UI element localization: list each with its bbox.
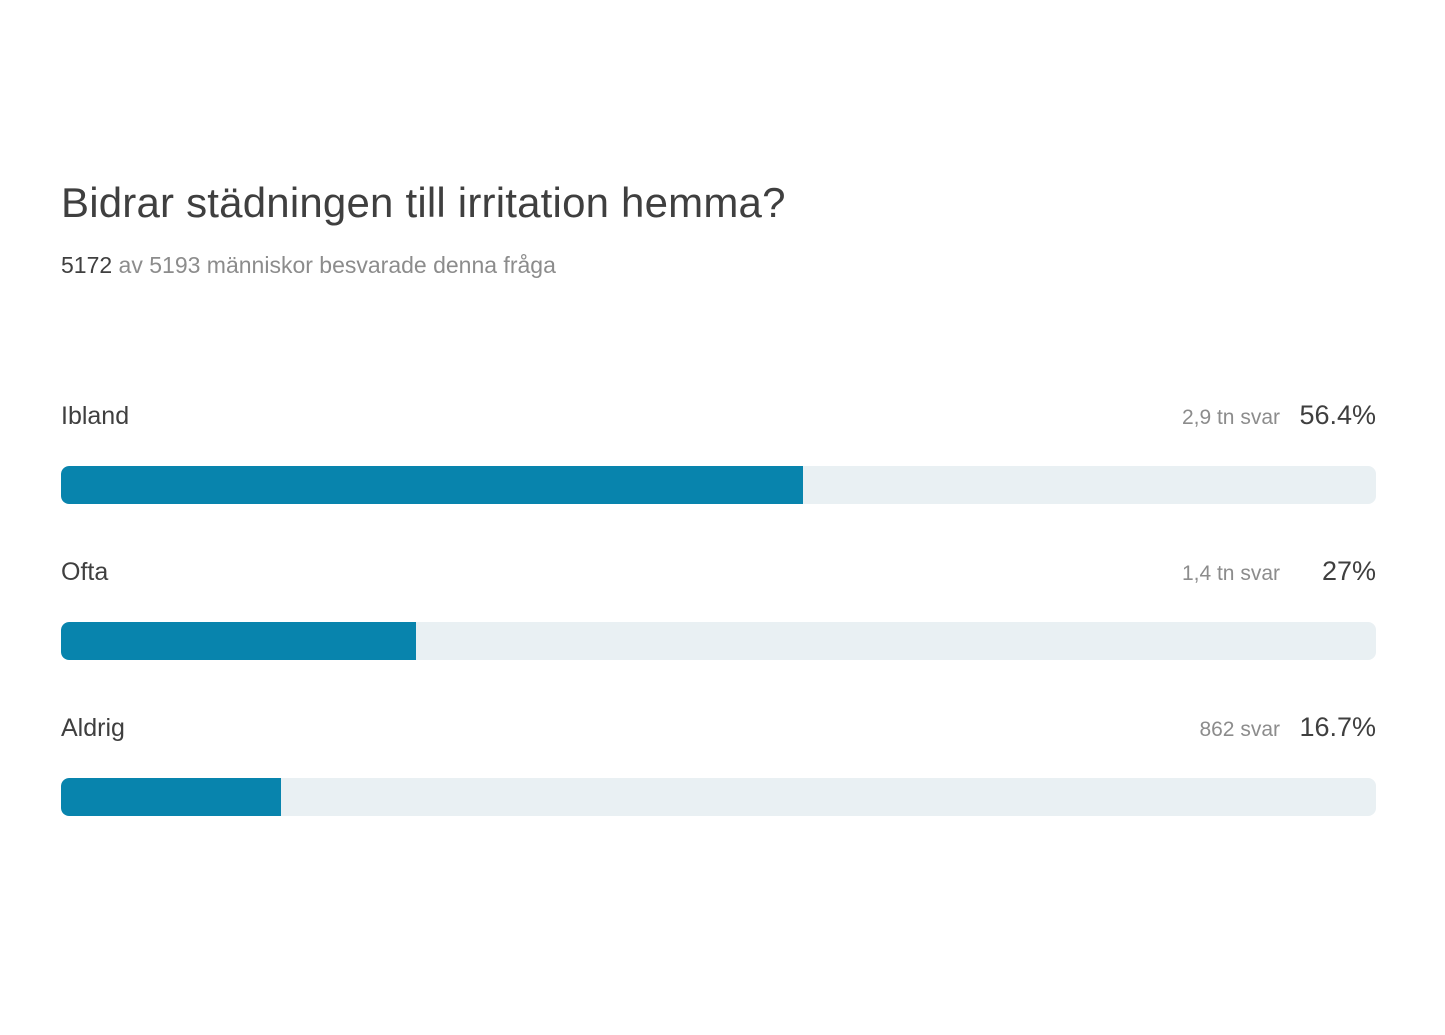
- progress-track: [61, 622, 1376, 661]
- progress-fill: [61, 466, 803, 505]
- response-percent: 56.4%: [1299, 400, 1376, 431]
- response-count: 1,4 tn svar: [1181, 562, 1280, 586]
- response-count: 862 svar: [1199, 718, 1280, 742]
- page-title: Bidrar städningen till irritation hemma?: [61, 179, 786, 226]
- answer-row-ibland: Ibland 2,9 tn svar 56.4%: [61, 398, 1376, 505]
- response-summary: 5172 av 5193 människor besvarade denna f…: [61, 250, 1376, 280]
- progress-track: [61, 778, 1376, 817]
- response-summary-text: av 5193 människor besvarade denna fråga: [112, 252, 556, 279]
- answer-rows: Ibland 2,9 tn svar 56.4% Ofta 1,4 tn sva…: [61, 398, 1376, 817]
- answer-stats: 2,9 tn svar 56.4%: [1182, 400, 1376, 431]
- answer-row-header: Aldrig 862 svar 16.7%: [61, 710, 1376, 746]
- progress-fill: [61, 778, 281, 817]
- progress-fill: [61, 622, 417, 661]
- answer-stats: 862 svar 16.7%: [1199, 712, 1376, 743]
- response-count: 2,9 tn svar: [1181, 406, 1280, 430]
- answer-row-ofta: Ofta 1,4 tn svar 27%: [61, 554, 1376, 661]
- answer-row-header: Ofta 1,4 tn svar 27%: [61, 554, 1376, 590]
- response-percent: 16.7%: [1299, 712, 1376, 743]
- response-percent: 27%: [1321, 556, 1376, 587]
- answer-stats: 1,4 tn svar 27%: [1182, 556, 1376, 587]
- answer-label: Ofta: [61, 558, 109, 587]
- progress-track: [61, 466, 1376, 505]
- answer-label: Aldrig: [61, 714, 125, 743]
- answer-row-aldrig: Aldrig 862 svar 16.7%: [61, 710, 1376, 817]
- answered-count: 5172: [61, 252, 113, 279]
- answer-row-header: Ibland 2,9 tn svar 56.4%: [61, 398, 1376, 434]
- answer-label: Ibland: [61, 402, 130, 431]
